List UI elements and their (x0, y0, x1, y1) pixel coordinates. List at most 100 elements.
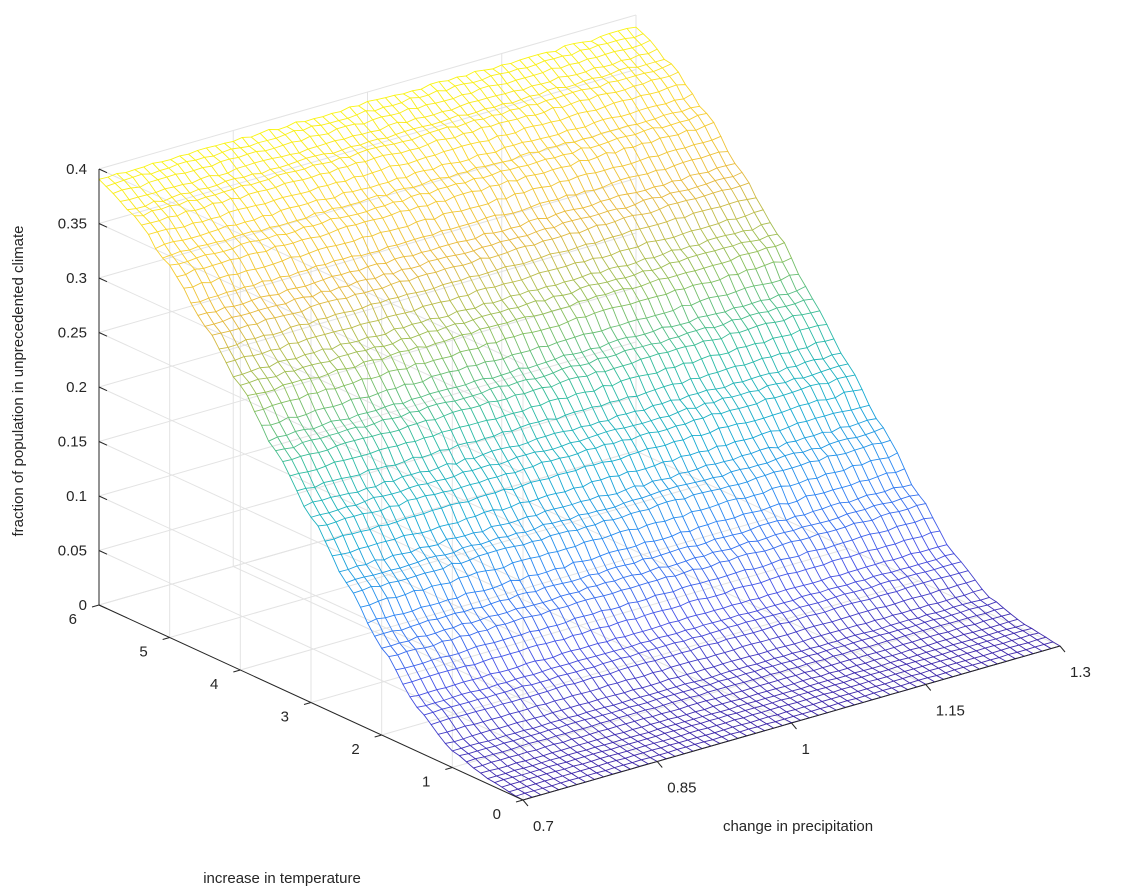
mesh-line-y (763, 342, 772, 358)
mesh-line-y (520, 634, 529, 649)
mesh-line-y (1029, 634, 1038, 641)
mesh-line-y (330, 420, 339, 434)
mesh-line-y (694, 481, 703, 494)
mesh-line-y (607, 210, 616, 223)
mesh-line-y (785, 589, 794, 601)
mesh-line-y (716, 445, 725, 462)
mesh-line-y (922, 665, 930, 671)
mesh-line-y (937, 602, 946, 611)
mesh-line-y (536, 644, 545, 661)
mesh-line-y (796, 290, 805, 301)
mesh-line-y (909, 682, 918, 688)
mesh-line-y (811, 448, 820, 462)
mesh-line-y (961, 641, 970, 647)
mesh-line-y (858, 553, 867, 568)
mesh-line-y (767, 716, 776, 723)
mesh-line-y (528, 56, 537, 66)
mesh-line-y (214, 194, 223, 203)
mesh-line-y (539, 732, 548, 740)
mesh-line-y (516, 666, 525, 678)
mesh-line-y (962, 666, 971, 673)
mesh-line-y (366, 412, 375, 425)
mesh-line-y (449, 228, 458, 243)
mesh-line-y (444, 268, 453, 283)
mesh-line-y (388, 656, 397, 671)
mesh-line-y (474, 758, 483, 766)
mesh-line-y (839, 575, 848, 586)
mesh-line-y (596, 510, 605, 521)
mesh-line-y (814, 494, 823, 510)
mesh-line-y (553, 778, 562, 784)
mesh-line-y (835, 596, 844, 607)
mesh-line-y (480, 543, 489, 554)
mesh-line-y (666, 151, 675, 167)
mesh-line-y (565, 339, 574, 355)
mesh-line-y (541, 387, 550, 402)
mesh-line-y (392, 343, 400, 353)
mesh-line-y (555, 493, 564, 508)
mesh-line-y (370, 303, 379, 321)
mesh-line-y (809, 647, 818, 655)
mesh-line-y (843, 470, 852, 486)
mesh-line-y (698, 729, 707, 736)
mesh-line-y (425, 495, 433, 511)
mesh-line-y (146, 194, 155, 202)
mesh-line-y (661, 610, 670, 624)
mesh-line-y (399, 351, 408, 370)
mesh-line-y (411, 90, 420, 98)
mesh-line-y (984, 647, 993, 654)
mesh-line-y (491, 718, 500, 729)
mesh-line-y (416, 423, 425, 439)
mesh-line-y (652, 127, 661, 139)
mesh-line-y (233, 236, 242, 245)
mesh-line-y (926, 614, 935, 621)
mesh-line-y (440, 121, 449, 128)
mesh-line-y (477, 100, 486, 110)
mesh-line-y (704, 402, 713, 415)
mesh-line-y (799, 405, 807, 422)
mesh-line-y (398, 164, 407, 179)
mesh-line-y (593, 189, 602, 202)
mesh-line-y (903, 600, 912, 611)
mesh-line-y (739, 544, 748, 555)
mesh-line-y (570, 707, 579, 716)
mesh-line-y (435, 271, 444, 286)
mesh-line-y (433, 359, 441, 375)
mesh-line-y (818, 460, 827, 475)
mesh-line-y (534, 174, 543, 188)
mesh-line-y (660, 554, 669, 568)
mesh-line-y (421, 532, 430, 548)
mesh-line-y (521, 737, 530, 744)
mesh-line-y (767, 650, 775, 659)
mesh-line-y (593, 666, 602, 677)
mesh-line-y (831, 354, 840, 367)
mesh-line-y (669, 75, 677, 86)
mesh-line-y (426, 205, 435, 220)
mesh-line-y (735, 498, 744, 515)
mesh-line-y (826, 323, 835, 340)
mesh-line-y (612, 742, 621, 747)
mesh-line-y (857, 498, 866, 510)
y-tick-mark (91, 604, 100, 608)
mesh-line-y (613, 102, 622, 117)
mesh-line-y (619, 746, 628, 752)
mesh-line-y (205, 254, 213, 266)
mesh-line-y (881, 627, 890, 634)
mesh-line-y (540, 329, 549, 347)
mesh-line-y (328, 512, 337, 523)
mesh-line-y (529, 423, 538, 440)
mesh-line-y (621, 165, 630, 178)
mesh-line-y (379, 302, 388, 318)
mesh-line-y (414, 441, 423, 458)
mesh-line-y (897, 666, 905, 672)
mesh-line-y (526, 67, 535, 76)
mesh-line-y (935, 612, 944, 619)
mesh-line-y (257, 378, 266, 393)
mesh-line-y (707, 524, 716, 540)
mesh-line-y (403, 256, 412, 269)
mesh-line-y (544, 780, 553, 787)
mesh-line-y (350, 476, 359, 493)
mesh-line-y (771, 702, 780, 708)
mesh-line-y (544, 746, 553, 754)
mesh-line-y (611, 385, 620, 401)
